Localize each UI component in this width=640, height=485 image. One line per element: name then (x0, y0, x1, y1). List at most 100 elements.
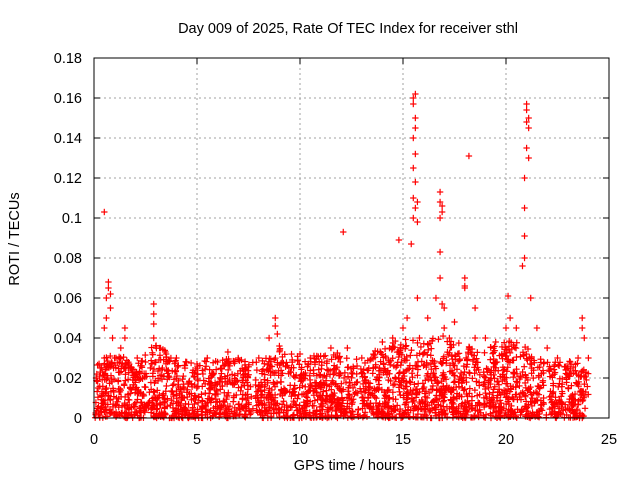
data-point (365, 367, 372, 374)
data-point (207, 373, 215, 381)
data-point (400, 385, 408, 392)
data-point (514, 406, 521, 413)
data-point (392, 364, 400, 371)
data-point (199, 367, 206, 374)
data-point (569, 391, 576, 399)
data-point (451, 362, 458, 369)
data-point (103, 314, 110, 322)
data-point (506, 314, 514, 322)
data-point (288, 356, 296, 364)
data-point (300, 399, 308, 406)
data-point (340, 374, 348, 382)
data-point (105, 284, 112, 292)
data-point (94, 361, 101, 369)
data-point (392, 337, 399, 345)
data-point (439, 398, 447, 405)
data-point (141, 383, 148, 391)
data-point (359, 380, 367, 388)
data-point (396, 369, 404, 376)
data-point (396, 378, 403, 385)
data-point (505, 356, 512, 363)
data-point (565, 385, 572, 392)
data-point (153, 401, 160, 409)
data-point (413, 413, 420, 421)
data-point (514, 379, 521, 386)
data-point (355, 413, 362, 420)
data-point (391, 380, 398, 388)
data-point (436, 248, 444, 256)
data-point (511, 369, 518, 377)
data-point (412, 90, 419, 98)
data-point (327, 344, 335, 352)
data-point (194, 399, 202, 406)
data-point (162, 410, 169, 418)
data-point (242, 391, 249, 399)
data-point (107, 352, 114, 360)
data-point (412, 124, 419, 132)
data-point (171, 360, 178, 367)
data-point (265, 334, 273, 342)
data-point (116, 358, 123, 366)
data-point (579, 324, 586, 332)
data-point (142, 351, 149, 359)
data-point (572, 367, 579, 375)
data-point (319, 406, 326, 413)
data-point (238, 383, 245, 391)
data-point (523, 106, 530, 114)
data-point (147, 386, 155, 393)
data-point (149, 351, 156, 358)
data-point (578, 391, 585, 399)
data-point (371, 387, 379, 394)
data-point (544, 359, 551, 366)
data-point (135, 360, 142, 367)
data-point (194, 383, 202, 390)
data-point (323, 413, 331, 420)
data-point (412, 150, 419, 158)
data-point (299, 405, 306, 412)
data-point (343, 354, 350, 362)
data-point (485, 402, 493, 410)
data-point (213, 387, 220, 394)
data-point (503, 390, 511, 397)
data-point (407, 386, 414, 394)
data-point (581, 405, 589, 412)
data-point (97, 409, 105, 416)
data-point (412, 178, 419, 186)
data-point (523, 100, 530, 108)
data-point (249, 405, 257, 412)
data-point (219, 357, 226, 364)
data-point (319, 373, 327, 381)
data-point (261, 360, 268, 367)
data-point (134, 354, 141, 362)
data-point (496, 403, 503, 411)
data-point (188, 390, 195, 397)
data-point (353, 362, 361, 370)
data-point (340, 228, 347, 236)
data-point (230, 357, 237, 365)
data-point (237, 387, 244, 395)
data-point (513, 339, 520, 346)
data-point (413, 352, 421, 359)
data-point (313, 352, 320, 360)
data-point (487, 380, 494, 388)
data-point (235, 401, 242, 408)
data-point (280, 359, 287, 367)
data-point (121, 324, 129, 332)
y-tick-label: 0.12 (54, 171, 82, 187)
data-point (448, 397, 455, 404)
data-point (505, 343, 513, 350)
data-point (419, 398, 426, 406)
data-point (395, 236, 403, 244)
data-point (133, 368, 140, 376)
data-point (424, 314, 431, 322)
data-point (126, 384, 134, 391)
data-point (315, 383, 323, 390)
data-point (300, 390, 308, 398)
data-point (513, 353, 520, 361)
data-point (121, 382, 128, 389)
data-point (198, 411, 206, 419)
data-point (521, 232, 528, 240)
data-point (292, 401, 299, 408)
data-point (408, 240, 415, 248)
data-point (199, 403, 206, 410)
